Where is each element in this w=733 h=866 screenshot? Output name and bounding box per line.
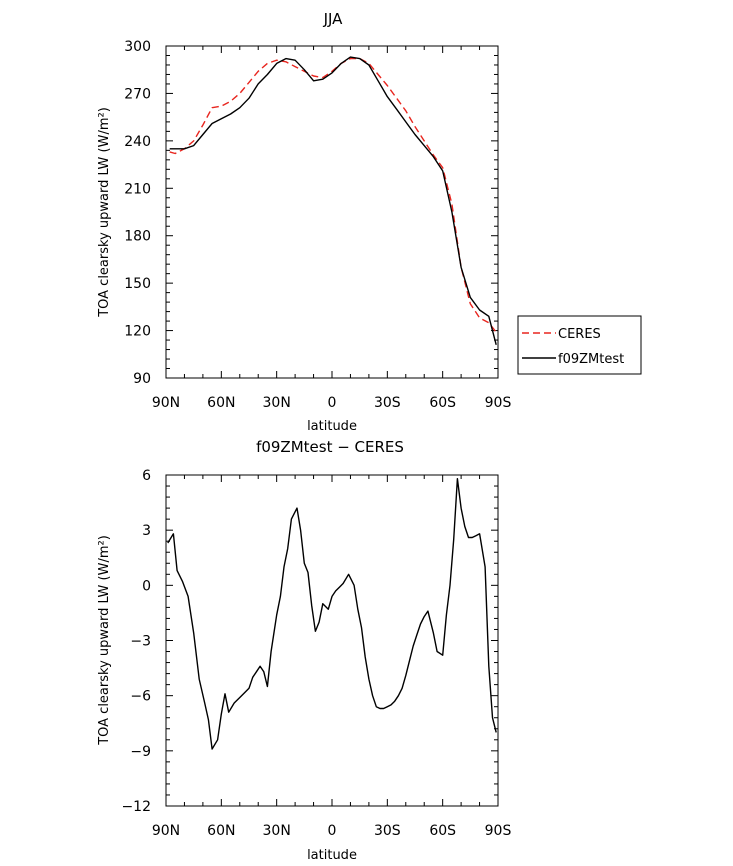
top-x-tick-label: 60S [429,395,456,411]
top-x-tick-label: 30S [374,395,401,411]
top-chart-title: JJA [323,10,344,28]
bottom-panel: f09ZMtest − CERES 90N 60N 30N 0 30S 60S 90S −1… [97,438,511,863]
bottom-chart-title: f09ZMtest − CERES [256,438,404,456]
legend: CERES f09ZMtest [517,315,642,375]
bottom-x-tick-label: 60S [429,823,456,839]
bottom-y-tick-label: 3 [142,523,151,539]
top-x-tick-label: 60N [207,395,235,411]
top-x-ticks: 90N 60N 30N 0 30S 60S 90S [152,46,512,411]
top-series-line-f09zmtest [169,56,497,345]
top-x-tick-label: 90N [152,395,180,411]
bottom-series-group [167,478,497,750]
top-y-tick-label: 90 [133,371,151,387]
bottom-y-tick-label: −6 [130,689,151,705]
bottom-x-tick-label: 90S [485,823,512,839]
bottom-y-axis-label: TOA clearsky upward LW (W/m²) [97,535,112,746]
bottom-series-line-difference [167,478,497,750]
top-y-tick-label: 150 [124,276,151,292]
bottom-x-ticks: 90N 60N 30N 0 30S 60S 90S [152,475,512,839]
legend-label-f09zmtest: f09ZMtest [558,352,624,367]
bottom-x-axis-label: latitude [307,848,357,863]
bottom-x-tick-label: 30N [263,823,291,839]
bottom-y-tick-label: −12 [121,799,151,815]
bottom-x-tick-label: 60N [207,823,235,839]
top-x-axis-label: latitude [307,419,357,434]
top-y-ticks: 90 120 150 180 210 240 270 300 [124,39,498,387]
top-series-line-ceres [169,57,497,333]
legend-label-ceres: CERES [558,327,601,342]
top-series-group [169,56,497,345]
top-plot-frame [165,45,499,379]
top-y-axis-label: TOA clearsky upward LW (W/m²) [97,107,112,318]
bottom-y-tick-label: −9 [130,744,151,760]
bottom-y-ticks: −12 −9 −6 −3 0 3 6 [121,468,498,815]
top-y-tick-label: 270 [124,86,151,102]
top-y-tick-label: 180 [124,229,151,245]
legend-box [517,315,642,375]
top-y-tick-label: 240 [124,134,151,150]
bottom-y-tick-label: 0 [142,578,151,594]
bottom-x-tick-label: 90N [152,823,180,839]
bottom-y-tick-label: −3 [130,634,151,650]
bottom-x-tick-label: 0 [328,823,337,839]
top-x-tick-label: 30N [263,395,291,411]
bottom-x-tick-label: 30S [374,823,401,839]
top-panel: JJA 90N 60N 30N 0 30S 60S 90S 90 120 150 180 210 24… [97,10,642,434]
top-y-tick-label: 120 [124,324,151,340]
bottom-y-tick-label: 6 [142,468,151,484]
bottom-plot-frame [165,474,499,807]
top-x-tick-label: 90S [485,395,512,411]
top-y-tick-label: 300 [124,39,151,55]
top-y-tick-label: 210 [124,181,151,197]
top-x-tick-label: 0 [328,395,337,411]
